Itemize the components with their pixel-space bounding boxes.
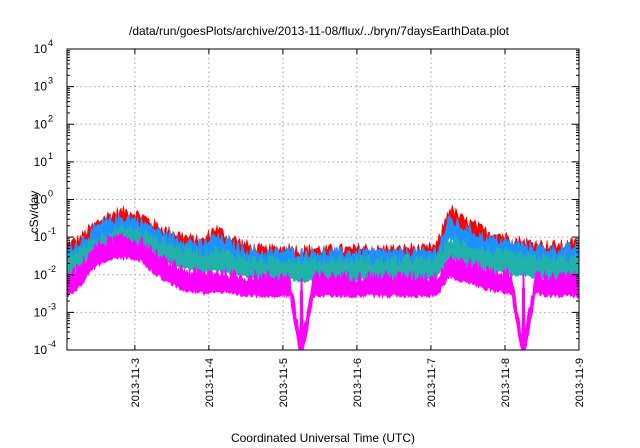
y-tick-label: 10 3: [34, 76, 53, 94]
series-3: [66, 231, 579, 351]
y-tick-base: 10: [34, 343, 48, 357]
ticks: 2013-11-3 2013-11-4 2013-11-5 2013-11-6 2013…: [34, 38, 586, 407]
y-tick-label: 10 1: [34, 151, 53, 169]
x-tick-label: 2013-11-9: [574, 358, 586, 407]
y-tick-label: 10 -4: [34, 339, 56, 357]
y-tick-exponent: 1: [48, 151, 53, 161]
y-tick-base: 10: [34, 42, 48, 56]
y-tick-exponent: -4: [48, 339, 56, 349]
y-tick-exponent: -3: [48, 301, 56, 311]
y-tick-exponent: 2: [48, 113, 53, 123]
y-tick-base: 10: [34, 230, 48, 244]
y-tick-exponent: -1: [48, 226, 56, 236]
chart-title: /data/run/goesPlots/archive/2013-11-08/f…: [129, 24, 510, 38]
y-tick-label: 10 -2: [34, 264, 56, 282]
y-tick-base: 10: [34, 193, 48, 207]
x-tick-label: 2013-11-3: [130, 358, 142, 407]
x-axis-label: Coordinated Universal Time (UTC): [231, 431, 415, 445]
y-tick-base: 10: [34, 80, 48, 94]
y-tick-label: 10 0: [34, 189, 53, 207]
y-axis-label: cSv/day: [27, 191, 41, 234]
x-tick-label: 2013-11-6: [352, 358, 364, 407]
y-tick-label: 10 2: [34, 113, 53, 131]
series-3-dip: [299, 290, 303, 350]
y-tick-exponent: 0: [48, 189, 53, 199]
grid: [67, 49, 580, 350]
x-tick-label: 2013-11-7: [426, 358, 438, 407]
y-tick-exponent: -2: [48, 264, 56, 274]
y-tick-base: 10: [34, 155, 48, 169]
series-3-dip: [521, 288, 525, 350]
y-tick-label: 10 -3: [34, 301, 56, 319]
x-tick-label: 2013-11-8: [500, 358, 512, 407]
series-layer: [66, 205, 579, 351]
y-tick-exponent: 4: [48, 38, 53, 48]
x-tick-label: 2013-11-4: [204, 358, 216, 407]
y-tick-label: 10 -1: [34, 226, 56, 244]
x-tick-label: 2013-11-5: [278, 358, 290, 407]
y-tick-base: 10: [34, 305, 48, 319]
y-tick-base: 10: [34, 117, 48, 131]
y-tick-base: 10: [34, 268, 48, 282]
y-tick-label: 10 4: [34, 38, 53, 56]
y-tick-exponent: 3: [48, 76, 53, 86]
